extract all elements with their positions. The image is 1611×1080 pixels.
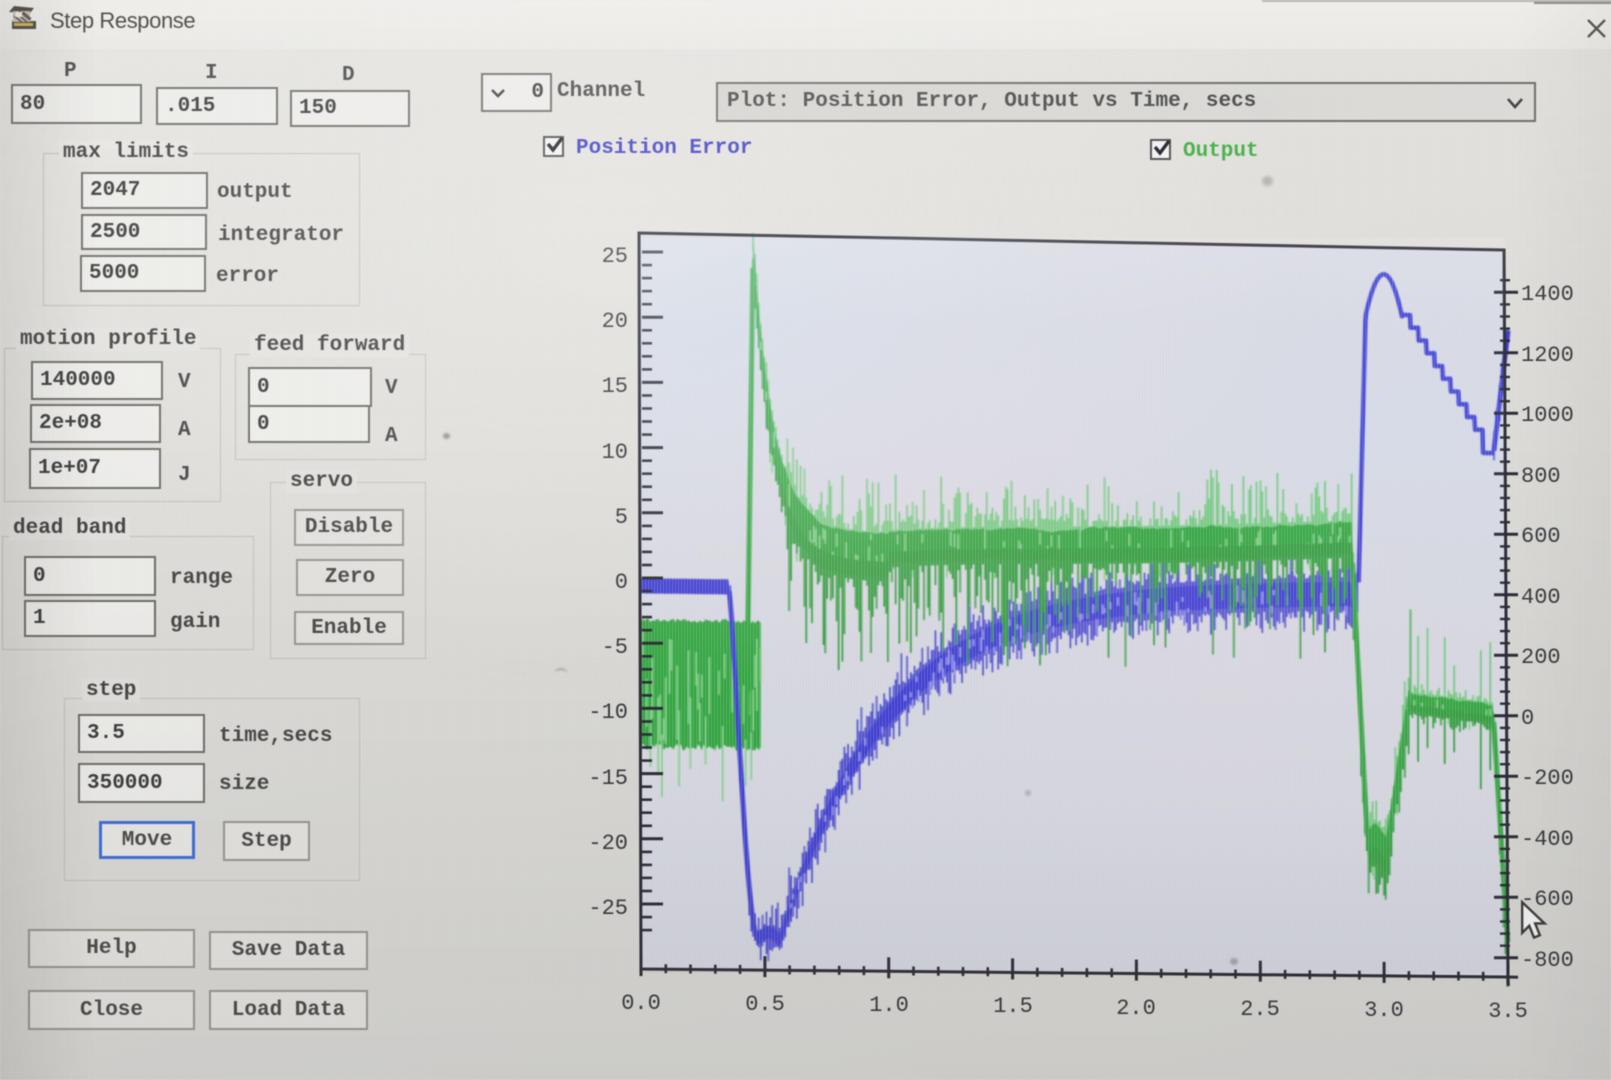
svg-text:-10: -10 — [588, 700, 628, 725]
svg-text:400: 400 — [1521, 585, 1561, 610]
svg-text:-800: -800 — [1521, 948, 1574, 973]
svg-text:0.5: 0.5 — [745, 992, 785, 1017]
svg-text:-25: -25 — [588, 896, 628, 921]
svg-text:0: 0 — [615, 570, 628, 595]
svg-text:3.5: 3.5 — [1488, 999, 1528, 1024]
svg-text:2.0: 2.0 — [1116, 996, 1156, 1021]
svg-text:10: 10 — [602, 440, 628, 465]
svg-text:-20: -20 — [588, 831, 628, 856]
svg-text:-200: -200 — [1521, 766, 1574, 791]
svg-text:1000: 1000 — [1521, 403, 1574, 428]
svg-text:-400: -400 — [1521, 827, 1574, 852]
svg-text:1.0: 1.0 — [869, 993, 909, 1018]
svg-text:600: 600 — [1521, 524, 1561, 549]
svg-text:25: 25 — [602, 244, 628, 269]
svg-text:20: 20 — [602, 309, 628, 334]
svg-text:2.5: 2.5 — [1240, 997, 1280, 1022]
svg-text:-5: -5 — [602, 635, 628, 660]
svg-text:200: 200 — [1521, 645, 1561, 670]
svg-text:1200: 1200 — [1521, 343, 1574, 368]
svg-text:0.0: 0.0 — [621, 991, 661, 1016]
svg-text:1.5: 1.5 — [993, 994, 1033, 1019]
svg-text:5: 5 — [615, 505, 628, 530]
svg-text:1400: 1400 — [1521, 282, 1574, 307]
svg-text:-15: -15 — [588, 766, 628, 791]
svg-text:3.0: 3.0 — [1364, 998, 1404, 1023]
svg-text:15: 15 — [602, 374, 628, 399]
svg-text:800: 800 — [1521, 464, 1561, 489]
svg-text:0: 0 — [1521, 706, 1534, 731]
